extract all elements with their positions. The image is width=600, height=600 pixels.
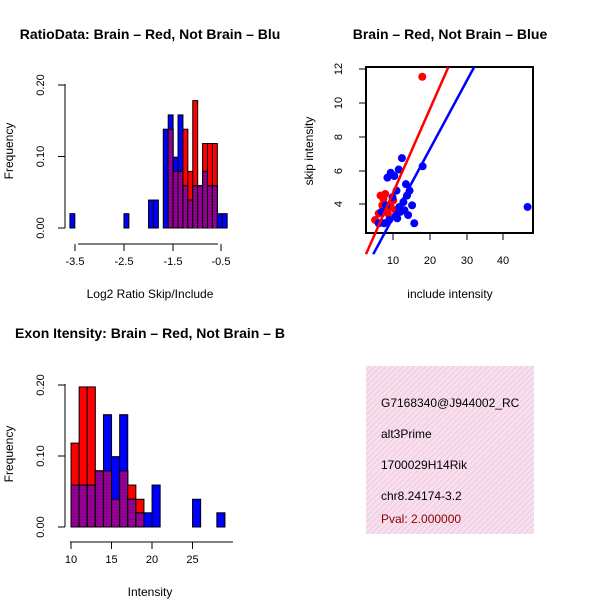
not-brain-point xyxy=(394,165,403,174)
not-brain-point xyxy=(523,202,532,211)
ratio-bars-not-brain-bar xyxy=(221,213,228,229)
intensity-bars-not-brain-bar xyxy=(192,498,202,528)
intensity-ytick-label-1: 0.10 xyxy=(35,445,47,466)
not-brain-point xyxy=(408,201,417,210)
ratio-histogram-panel: RatioData: Brain – Red, Not Brain – Blu … xyxy=(2,26,280,301)
ratio-ytick-label-1: 0.10 xyxy=(35,146,47,167)
ratio-xtick-label-0: -3.5 xyxy=(66,256,85,268)
intensity-histogram-xlabel: Intensity xyxy=(128,585,173,599)
ratio-ytick-label-0: 0.00 xyxy=(35,217,47,238)
intensity-bars-overlap-bar xyxy=(111,498,121,528)
scatter-yticks: 4 6 8 10 12 xyxy=(333,63,366,207)
ratio-histogram-xticks: -3.5 -2.5 -1.5 -0.5 xyxy=(66,244,231,268)
ratio-bars-not-brain-bar xyxy=(152,199,159,229)
scatter-ylabel: skip intensity xyxy=(302,117,316,186)
ratio-xtick-label-3: -0.5 xyxy=(212,256,231,268)
probe-id-text: G7168340@J944002_RC xyxy=(381,396,520,410)
scatter-xtick-label-2: 30 xyxy=(461,255,473,267)
intensity-bars-not-brain-bar xyxy=(216,512,226,528)
ratio-histogram-xlabel: Log2 Ratio Skip/Include xyxy=(87,287,214,301)
ratio-bars-not-brain-bar xyxy=(216,213,223,229)
ratio-xtick-label-2: -1.5 xyxy=(164,256,183,268)
intensity-xtick-label-2: 20 xyxy=(146,554,158,566)
scatter-ytick-label-4: 12 xyxy=(333,63,345,75)
scatter-xlabel: include intensity xyxy=(407,287,492,301)
event-type-text: alt3Prime xyxy=(381,427,432,441)
scatter-xtick-label-1: 20 xyxy=(424,255,436,267)
ratio-bars-not-brain-bar xyxy=(69,213,76,229)
not-brain-point xyxy=(393,214,402,223)
intensity-histogram-ylabel: Frequency xyxy=(2,426,16,483)
scatter-ytick-label-2: 8 xyxy=(333,134,345,140)
gene-name-text: 1700029H14Rik xyxy=(381,458,468,472)
intensity-ytick-label-0: 0.00 xyxy=(35,516,47,537)
scatter-ytick-label-1: 6 xyxy=(333,168,345,174)
scatter-ytick-label-3: 10 xyxy=(333,97,345,109)
scatter-ytick-label-0: 4 xyxy=(333,201,345,207)
info-box-background xyxy=(366,366,534,534)
ratio-ytick-label-2: 0.20 xyxy=(35,74,47,95)
intensity-xtick-label-3: 25 xyxy=(186,554,198,566)
ratio-bars-not-brain-bar xyxy=(148,199,154,229)
brain-point xyxy=(381,189,390,198)
intensity-xtick-label-1: 15 xyxy=(105,554,117,566)
pval-text: Pval: 2.000000 xyxy=(381,512,461,526)
info-panel: G7168340@J944002_RC alt3Prime 1700029H14… xyxy=(366,366,534,534)
not-brain-fit-line xyxy=(372,66,476,255)
not-brain-point xyxy=(410,219,419,228)
intensity-histogram-bars xyxy=(70,386,226,528)
not-brain-point xyxy=(397,154,406,163)
location-text: chr8.24174-3.2 xyxy=(381,489,462,503)
not-brain-point xyxy=(401,180,410,189)
brain-point xyxy=(418,72,427,81)
scatter-title: Brain – Red, Not Brain – Blue xyxy=(353,26,548,42)
intensity-bars-not-brain-bar xyxy=(143,512,153,528)
scatter-panel: Brain – Red, Not Brain – Blue include in… xyxy=(302,26,547,301)
scatter-xtick-label-3: 40 xyxy=(497,255,509,267)
scatter-xtick-label-0: 10 xyxy=(387,255,399,267)
intensity-histogram-panel: Exon Itensity: Brain – Red, Not Brain – … xyxy=(2,325,285,599)
intensity-histogram-title: Exon Itensity: Brain – Red, Not Brain – … xyxy=(15,325,285,341)
ratio-histogram-ylabel: Frequency xyxy=(2,123,16,180)
intensity-bars-overlap-bar xyxy=(127,498,137,528)
scatter-xticks: 10 20 30 40 xyxy=(387,233,509,267)
ratio-histogram-yticks: 0.00 0.10 0.20 xyxy=(35,74,65,239)
intensity-xtick-label-0: 10 xyxy=(65,554,77,566)
intensity-ytick-label-2: 0.20 xyxy=(35,374,47,395)
intensity-histogram-yticks: 0.00 0.10 0.20 xyxy=(35,374,65,538)
ratio-bars-not-brain-bar xyxy=(123,213,130,229)
scatter-content xyxy=(364,66,532,255)
not-brain-point xyxy=(390,172,399,181)
brain-fit-line xyxy=(364,66,450,255)
ratio-histogram-title: RatioData: Brain – Red, Not Brain – Blu xyxy=(20,26,281,42)
not-brain-point xyxy=(404,211,413,220)
ratio-histogram-bars xyxy=(69,100,228,229)
ratio-bars-not-brain-bar xyxy=(162,128,169,229)
ratio-xtick-label-1: -2.5 xyxy=(115,256,134,268)
intensity-bars-not-brain-bar xyxy=(151,484,161,528)
intensity-histogram-xticks: 10 15 20 25 xyxy=(65,542,199,566)
